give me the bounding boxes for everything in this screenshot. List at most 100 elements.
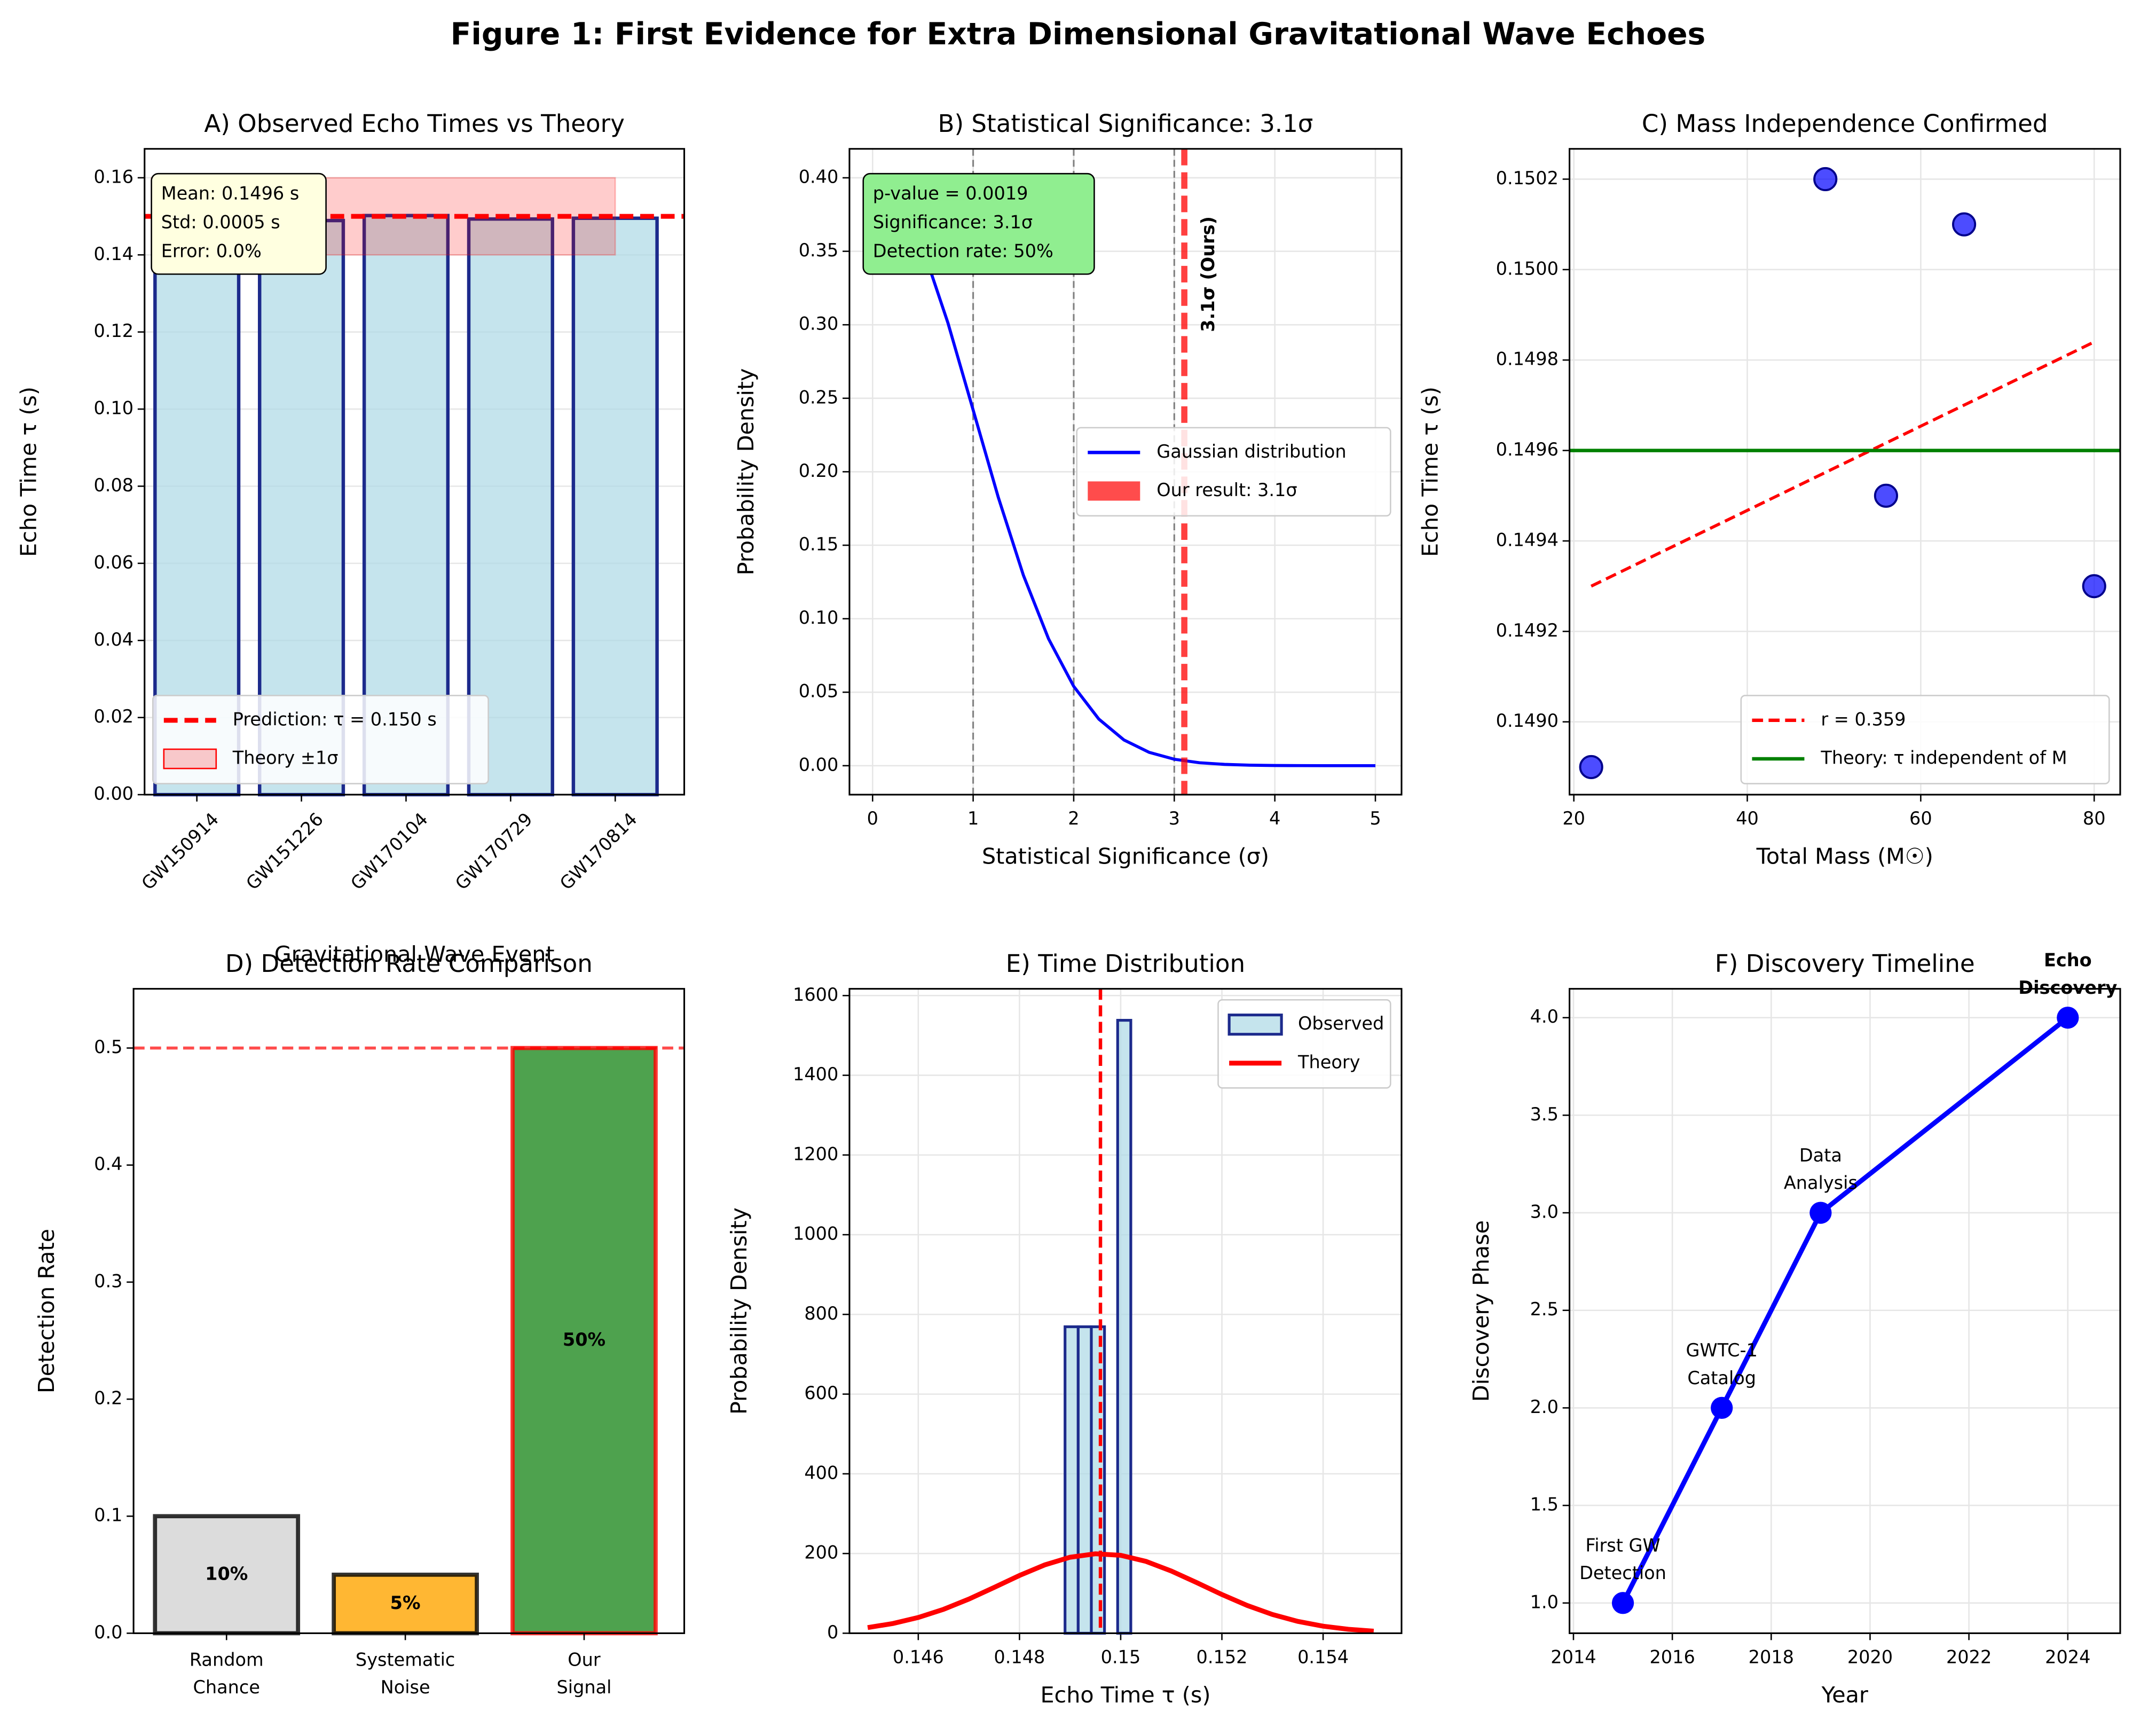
x-tick-label: 60 (1909, 808, 1932, 829)
x-tick-label: Our (568, 1649, 601, 1670)
figure-title: Figure 1: First Evidence for Extra Dimen… (451, 17, 1706, 52)
y-tick-label: 200 (804, 1542, 838, 1563)
y-tick-label: 0.14 (93, 244, 133, 264)
y-tick-label: 0.5 (94, 1037, 122, 1057)
legend-label: r = 0.359 (1821, 709, 1906, 729)
axes-title: D) Detection Rate Comparison (225, 949, 593, 978)
legend (1740, 695, 2110, 784)
legend (1076, 427, 1391, 517)
y-tick-label: 0.12 (93, 320, 133, 341)
timeline-point (1611, 1592, 1634, 1614)
x-tick-label: 2022 (1946, 1646, 1992, 1667)
y-tick-label: 4.0 (1530, 1006, 1559, 1027)
legend-label: Our result: 3.1σ (1156, 480, 1297, 500)
annotation: Detection (1579, 1563, 1666, 1583)
x-axis-label: Statistical Significance (σ) (982, 844, 1269, 869)
x-tick-label: 1 (967, 808, 979, 829)
y-axis-label: Probability Density (726, 1207, 752, 1415)
y-tick-label: 0.20 (799, 460, 839, 481)
y-tick-label: 0.1 (94, 1505, 122, 1526)
x-tick-label: 2016 (1649, 1646, 1695, 1667)
x-tick-label: 2 (1068, 808, 1079, 829)
x-tick-label: 40 (1736, 808, 1759, 829)
text-box-line: Significance: 3.1σ (873, 211, 1033, 232)
text-box-line: Error: 0.0% (161, 241, 262, 262)
timeline-point (1809, 1202, 1832, 1224)
legend-swatch (1088, 481, 1140, 501)
x-axis-label: Year (1821, 1682, 1868, 1708)
x-tick-label: 80 (2083, 808, 2106, 829)
legend-label: Theory: τ independent of M (1820, 748, 2067, 768)
y-tick-label: 0.3 (94, 1270, 122, 1291)
y-tick-label: 1000 (793, 1223, 838, 1244)
x-tick-label: 2020 (1847, 1646, 1893, 1667)
y-tick-label: 0.1498 (1496, 349, 1559, 370)
y-tick-label: 1400 (793, 1064, 838, 1085)
x-tick-label: 3 (1169, 808, 1180, 829)
y-tick-label: 0.40 (799, 166, 839, 187)
y-tick-label: 600 (804, 1383, 838, 1403)
y-tick-label: 800 (804, 1303, 838, 1324)
theory-curve (867, 1551, 1374, 1634)
scatter-point (1579, 755, 1603, 779)
x-axis-label: Total Mass (M☉) (1756, 844, 1933, 869)
timeline-point (1711, 1396, 1733, 1419)
scatter-point (2082, 574, 2106, 599)
y-tick-label: 0.15 (799, 534, 839, 555)
y-tick-label: 1.0 (1530, 1591, 1559, 1612)
result-label: 3.1σ (Ours) (1198, 216, 1218, 332)
axes-frame (132, 988, 686, 1634)
y-tick-label: 0.1492 (1496, 620, 1559, 641)
x-tick-label: 0.152 (1197, 1646, 1248, 1667)
scatter-point (1813, 167, 1838, 192)
x-tick-label: Chance (193, 1677, 260, 1698)
timeline-point (2057, 1007, 2079, 1029)
value-label: 5% (390, 1592, 421, 1613)
annotation: Echo (2044, 949, 2092, 970)
axes-frame (1568, 148, 2121, 796)
y-tick-label: 0.0 (94, 1622, 122, 1643)
annotation: Discovery (2018, 977, 2117, 998)
value-label: 50% (563, 1329, 605, 1350)
y-tick-label: 0.2 (94, 1388, 122, 1409)
y-tick-label: 3.0 (1530, 1202, 1559, 1222)
y-tick-label: 0.04 (93, 629, 133, 650)
y-tick-label: 0.10 (799, 607, 839, 628)
x-tick-label: 2018 (1749, 1646, 1794, 1667)
x-tick-label: 0 (867, 808, 878, 829)
timeline-line (1620, 1016, 2070, 1604)
y-tick-label: 0.1494 (1496, 529, 1559, 550)
bar (571, 216, 659, 797)
x-axis-label: Gravitational Wave Event (274, 941, 555, 967)
annotation: GWTC-1 (1686, 1340, 1757, 1361)
annotation: Analysis (1784, 1172, 1858, 1193)
text-box (862, 172, 1095, 275)
y-axis-label: Detection Rate (34, 1229, 59, 1393)
y-tick-label: 1200 (793, 1143, 838, 1164)
axes-title: B) Statistical Significance: 3.1σ (938, 109, 1313, 138)
y-tick-label: 0.25 (799, 387, 839, 407)
y-tick-label: 0.1502 (1496, 168, 1559, 189)
legend-swatch (163, 748, 217, 770)
x-axis-label: Echo Time τ (s) (1040, 1682, 1210, 1708)
y-tick-label: 0.1496 (1496, 439, 1559, 460)
y-axis-label: Discovery Phase (1468, 1220, 1494, 1402)
y-tick-label: 0.08 (93, 475, 133, 496)
histogram-bar (1064, 1325, 1080, 1635)
text-box-line: p-value = 0.0019 (873, 183, 1028, 203)
y-tick-label: 0.30 (799, 313, 839, 334)
y-tick-label: 1600 (793, 984, 838, 1005)
y-tick-label: 0.06 (93, 552, 133, 572)
text-box-line: Std: 0.0005 s (161, 211, 280, 232)
y-tick-label: 2.5 (1530, 1299, 1559, 1320)
histogram-bar (1090, 1325, 1106, 1635)
legend-swatch (1227, 1014, 1283, 1036)
y-tick-label: 0.05 (799, 681, 839, 702)
annotation: Catalog (1687, 1368, 1756, 1388)
legend-label: Prediction: τ = 0.150 s (233, 709, 437, 729)
value-label: 10% (205, 1563, 248, 1584)
y-axis-label: Echo Time τ (s) (1418, 387, 1443, 557)
y-tick-label: 400 (804, 1462, 838, 1483)
text-box-line: Mean: 0.1496 s (161, 183, 300, 203)
